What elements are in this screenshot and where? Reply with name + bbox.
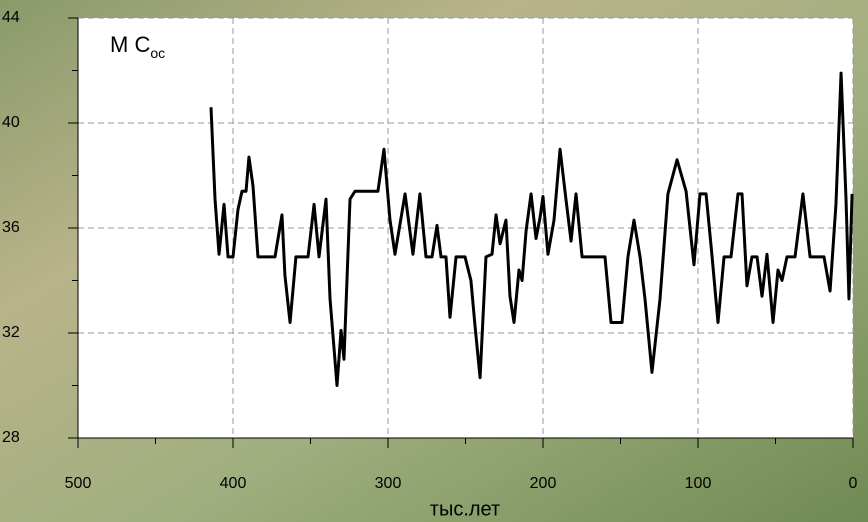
y-tick-label: 28	[2, 429, 20, 446]
x-tick-label: 400	[220, 475, 247, 492]
y-tick-label: 36	[2, 219, 20, 236]
title-main: M C	[110, 32, 150, 57]
y-tick-label: 32	[2, 324, 20, 341]
chart-title: M Coc	[110, 32, 165, 61]
x-tick-label: 200	[530, 475, 557, 492]
y-tick-label: 40	[2, 114, 20, 131]
x-tick-label: 100	[685, 475, 712, 492]
x-tick-label: 0	[849, 475, 858, 492]
plot-area	[78, 18, 853, 438]
x-tick-label: 300	[375, 475, 402, 492]
data-line	[209, 71, 854, 387]
x-axis-label: тыс.лет	[430, 498, 500, 520]
x-tick-label: 500	[65, 475, 92, 492]
y-tick-label: 44	[2, 9, 20, 26]
title-subscript: oc	[150, 45, 165, 61]
